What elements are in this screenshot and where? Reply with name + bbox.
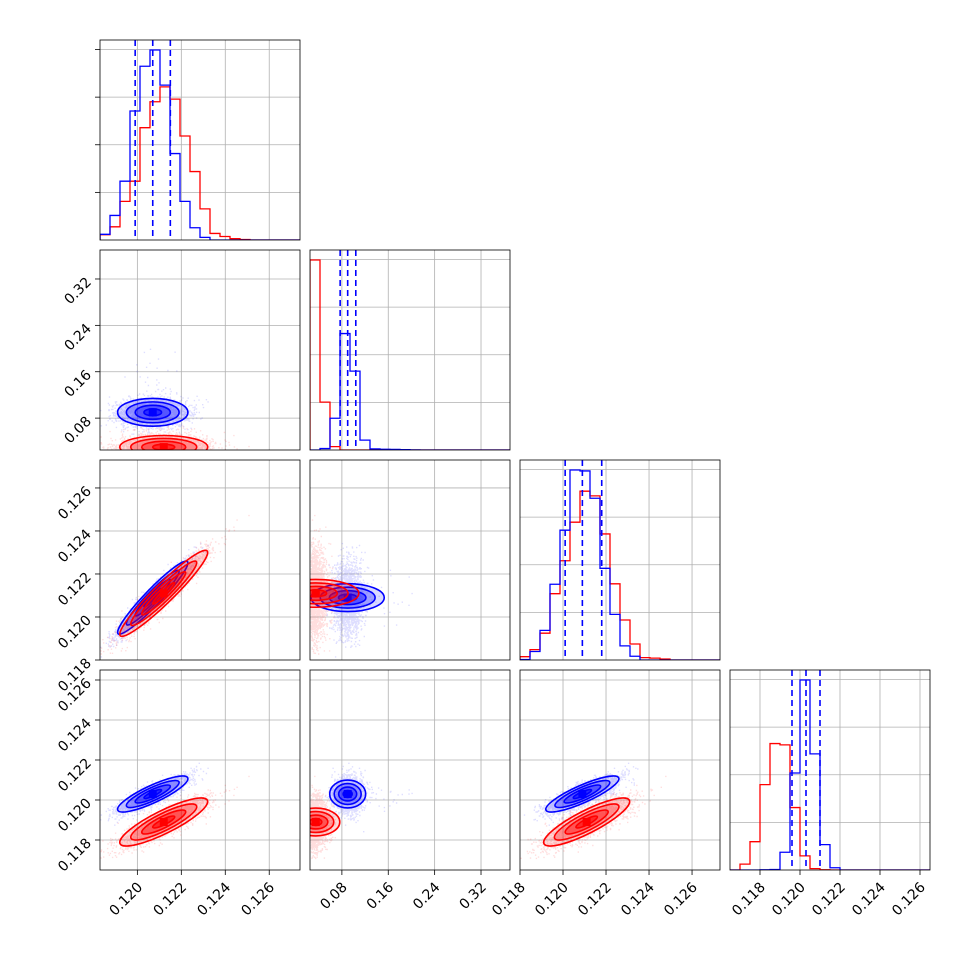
scatter-points-series-1 bbox=[100, 425, 250, 450]
x-tick-label: 0.120 bbox=[532, 880, 572, 920]
panel-frame bbox=[309, 249, 511, 451]
x-tick-label: 0.118 bbox=[489, 880, 529, 920]
panel-content bbox=[100, 762, 250, 859]
y-tick-label: 0.24 bbox=[61, 321, 94, 354]
panel-frame bbox=[99, 459, 301, 661]
x-tick-label: 0.120 bbox=[107, 880, 147, 920]
panel-content bbox=[100, 514, 250, 658]
y-tick-label: 0.122 bbox=[55, 569, 95, 609]
panel-3-1: 0.08 0.16 0.24 0.32 bbox=[309, 669, 511, 913]
y-tick-label: 0.126 bbox=[55, 483, 95, 523]
contour-series-1-level-1 bbox=[310, 582, 349, 605]
y-tick-label: 0.32 bbox=[61, 275, 94, 308]
x-tick-label: 0.24 bbox=[410, 879, 443, 912]
panel-3-2: 0.118 0.120 0.122 0.124 0.126 bbox=[489, 669, 721, 920]
histogram-series-1 bbox=[520, 490, 720, 660]
x-tick-label: 0.16 bbox=[364, 879, 397, 912]
x-tick-label: 0.120 bbox=[769, 880, 809, 920]
grid bbox=[100, 460, 300, 660]
y-tick-label: 0.120 bbox=[55, 796, 95, 836]
x-tick-label: 0.122 bbox=[809, 880, 849, 920]
x-tick-label: 0.124 bbox=[618, 879, 658, 919]
panel-2-2 bbox=[519, 459, 721, 661]
grid bbox=[100, 250, 300, 450]
panel-content bbox=[310, 514, 413, 660]
y-tick-label: 0.120 bbox=[55, 613, 95, 653]
histogram-series-1 bbox=[730, 742, 930, 870]
density-peak-series-1 bbox=[311, 589, 320, 598]
panel-content bbox=[520, 762, 667, 860]
density-peak-series-1 bbox=[159, 818, 168, 826]
grid bbox=[520, 460, 720, 660]
scatter-points-series-0 bbox=[324, 542, 413, 658]
y-tick-label: 0.118 bbox=[55, 836, 95, 876]
density-peak-series-1 bbox=[159, 443, 168, 450]
panel-1-1 bbox=[309, 249, 511, 451]
panel-frame bbox=[729, 669, 931, 871]
density-peak-series-0 bbox=[343, 790, 352, 798]
panel-content bbox=[310, 250, 510, 450]
grid bbox=[100, 670, 300, 870]
grid bbox=[310, 250, 510, 450]
x-tick-label: 0.124 bbox=[194, 879, 234, 919]
density-peak-series-1 bbox=[311, 818, 320, 826]
grid bbox=[310, 670, 510, 870]
x-tick-label: 0.32 bbox=[456, 880, 489, 913]
x-tick-label: 0.118 bbox=[729, 880, 769, 920]
panel-3-3: 0.118 0.120 0.122 0.124 0.126 bbox=[729, 669, 931, 920]
panel-frame bbox=[99, 39, 301, 241]
density-peak-series-0 bbox=[148, 408, 157, 417]
x-tick-label: 0.08 bbox=[317, 880, 350, 913]
x-tick-label: 0.126 bbox=[889, 879, 929, 919]
x-tick-label: 0.122 bbox=[575, 880, 615, 920]
panel-1-0: 0.08 0.16 0.24 0.32 bbox=[61, 249, 301, 451]
x-tick-label: 0.126 bbox=[661, 879, 701, 919]
y-tick-label: 0.122 bbox=[55, 756, 95, 796]
panel-2-1 bbox=[309, 459, 511, 661]
y-tick-label: 0.124 bbox=[55, 715, 95, 755]
panel-frame bbox=[99, 669, 301, 871]
histogram-series-0 bbox=[520, 469, 720, 660]
x-tick-label: 0.126 bbox=[238, 879, 278, 919]
panel-content bbox=[100, 348, 250, 450]
panel-frame bbox=[309, 459, 511, 661]
panel-content bbox=[310, 762, 413, 860]
histogram-series-0 bbox=[100, 49, 300, 240]
density-peak-series-1 bbox=[582, 818, 591, 826]
density-peak-series-0 bbox=[343, 593, 352, 602]
panel-frame bbox=[519, 669, 721, 871]
grid bbox=[310, 460, 510, 660]
y-tick-label: 0.124 bbox=[55, 526, 95, 566]
panel-content bbox=[520, 460, 720, 660]
histogram-series-1 bbox=[310, 259, 510, 450]
density-peak-series-0 bbox=[578, 790, 587, 798]
panel-content bbox=[100, 40, 300, 240]
panel-frame bbox=[309, 669, 511, 871]
panel-frame bbox=[99, 249, 301, 451]
panel-frame bbox=[519, 459, 721, 661]
y-tick-label: 0.16 bbox=[61, 367, 94, 400]
panel-0-0 bbox=[95, 39, 301, 241]
y-tick-label: 0.08 bbox=[61, 414, 94, 447]
density-peak-series-1 bbox=[159, 589, 168, 598]
x-tick-label: 0.122 bbox=[150, 880, 190, 920]
density-peak-series-0 bbox=[148, 790, 157, 798]
x-tick-label: 0.124 bbox=[849, 879, 889, 919]
